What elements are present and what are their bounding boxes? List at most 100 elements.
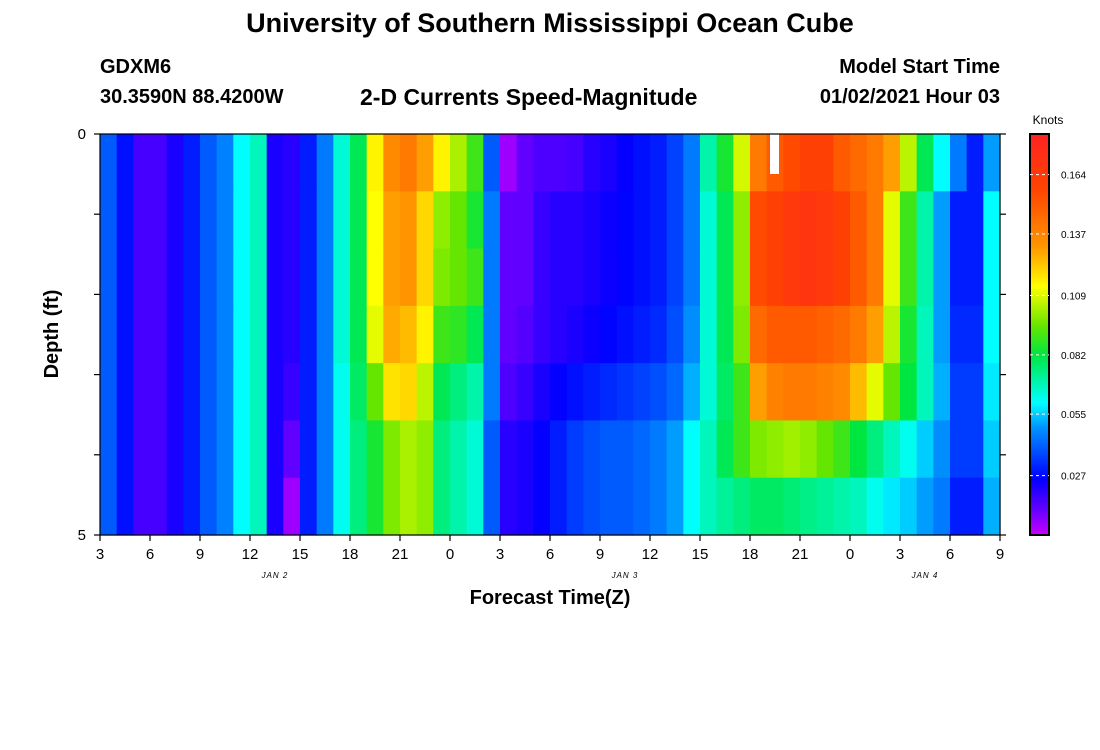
heatmap-cell bbox=[266, 248, 284, 307]
heatmap-cell bbox=[600, 363, 618, 422]
heatmap-cell bbox=[166, 248, 184, 307]
heatmap-cell bbox=[766, 363, 784, 422]
heatmap-cell bbox=[266, 191, 284, 250]
heatmap-cell bbox=[666, 134, 684, 192]
x-date-label: JAN 3 bbox=[611, 571, 639, 580]
heatmap-cell bbox=[916, 477, 934, 536]
heatmap-cell bbox=[816, 363, 834, 422]
heatmap-cell bbox=[483, 191, 501, 250]
heatmap-cell bbox=[466, 248, 484, 307]
x-tick-label: 18 bbox=[342, 546, 359, 563]
heatmap-cell bbox=[933, 134, 951, 192]
heatmap-cell bbox=[100, 305, 118, 364]
heatmap-cell bbox=[616, 477, 634, 536]
heatmap-cell bbox=[116, 477, 134, 536]
heatmap-cell bbox=[983, 248, 1001, 307]
colorbar-tick-label: 0.164 bbox=[1061, 171, 1086, 182]
heatmap-cell bbox=[600, 420, 618, 479]
heatmap-cell bbox=[683, 420, 701, 479]
heatmap-cell bbox=[383, 248, 401, 307]
heatmap-cell bbox=[683, 191, 701, 250]
heatmap-cell bbox=[716, 248, 734, 307]
heatmap-cell bbox=[833, 191, 851, 250]
heatmap-cell bbox=[683, 134, 701, 192]
heatmap-cell bbox=[800, 420, 818, 479]
heatmap-cell bbox=[750, 305, 768, 364]
heatmap-cell bbox=[783, 248, 801, 307]
heatmap-cell bbox=[900, 477, 918, 536]
station-coordinates: 30.3590N 88.4200W bbox=[100, 86, 284, 108]
heatmap-cell bbox=[933, 305, 951, 364]
heatmap-cell bbox=[133, 248, 151, 307]
heatmap-cell bbox=[283, 191, 301, 250]
heatmap-cell bbox=[766, 420, 784, 479]
heatmap-cell bbox=[866, 420, 884, 479]
heatmap-cell bbox=[516, 363, 534, 422]
heatmap-cell bbox=[583, 191, 601, 250]
heatmap-cell bbox=[333, 134, 351, 192]
heatmap-cell bbox=[450, 363, 468, 422]
heatmap-cell bbox=[766, 477, 784, 536]
heatmap-cell bbox=[500, 191, 518, 250]
heatmap-cell bbox=[516, 420, 534, 479]
colorbar-ticks: 0.164 0.137 0.109 0.082 0.055 0.027 bbox=[1030, 171, 1086, 483]
heatmap-cell bbox=[650, 477, 668, 536]
heatmap-cell bbox=[750, 191, 768, 250]
x-axis: 3 6 9 12 15 18 21 0 3 6 9 12 15 18 21 0 3 6 9 JAN 2 JAN 3 JAN… bbox=[96, 535, 1004, 580]
heatmap-cell bbox=[316, 305, 334, 364]
heatmap-cell bbox=[650, 134, 668, 192]
heatmap-cell bbox=[466, 363, 484, 422]
heatmap-cell bbox=[550, 248, 568, 307]
heatmap-cell bbox=[266, 134, 284, 192]
y-tick-label: 5 bbox=[78, 527, 86, 544]
heatmap-cell bbox=[433, 420, 451, 479]
heatmap-cell bbox=[750, 248, 768, 307]
heatmap-cell bbox=[450, 248, 468, 307]
heatmap-cell bbox=[700, 363, 718, 422]
heatmap-cell bbox=[350, 305, 368, 364]
x-tick-label: 3 bbox=[496, 546, 504, 563]
heatmap-cell bbox=[250, 134, 268, 192]
y-axis: 05 bbox=[78, 126, 1006, 544]
heatmap-cell bbox=[133, 477, 151, 536]
x-date-label: JAN 4 bbox=[911, 571, 939, 580]
heatmap-cell bbox=[400, 477, 418, 536]
heatmap-cell bbox=[150, 248, 168, 307]
heatmap-cell bbox=[716, 420, 734, 479]
heatmap-cell bbox=[533, 363, 551, 422]
heatmap-cell bbox=[566, 477, 584, 536]
x-tick-label: 6 bbox=[546, 546, 554, 563]
heatmap-cell bbox=[216, 477, 234, 536]
x-tick-label: 15 bbox=[692, 546, 709, 563]
heatmap-cell bbox=[116, 420, 134, 479]
heatmap-cell bbox=[850, 420, 868, 479]
heatmap-cell bbox=[700, 134, 718, 192]
heatmap-cell bbox=[900, 363, 918, 422]
heatmap-cell bbox=[666, 420, 684, 479]
chart-subtitle: 2-D Currents Speed-Magnitude bbox=[360, 84, 698, 110]
heatmap-cell bbox=[400, 420, 418, 479]
x-tick-label: 12 bbox=[642, 546, 659, 563]
heatmap-cell bbox=[116, 363, 134, 422]
heatmap-cell bbox=[250, 305, 268, 364]
heatmap-cell bbox=[800, 191, 818, 250]
heatmap-cell bbox=[666, 248, 684, 307]
heatmap-cell bbox=[816, 477, 834, 536]
x-tick-label: 12 bbox=[242, 546, 259, 563]
heatmap-cell bbox=[516, 477, 534, 536]
heatmap-cell bbox=[916, 248, 934, 307]
heatmap-cells bbox=[100, 134, 1001, 536]
heatmap-cell bbox=[366, 248, 384, 307]
heatmap-cell bbox=[800, 248, 818, 307]
heatmap-cell bbox=[183, 477, 201, 536]
heatmap-cell bbox=[200, 191, 218, 250]
heatmap-cell bbox=[966, 191, 984, 250]
heatmap-cell bbox=[533, 305, 551, 364]
heatmap-cell bbox=[600, 191, 618, 250]
heatmap-cell bbox=[866, 248, 884, 307]
heatmap-cell bbox=[583, 477, 601, 536]
heatmap-cell bbox=[316, 134, 334, 192]
heatmap-cell bbox=[966, 420, 984, 479]
heatmap-cell bbox=[883, 305, 901, 364]
